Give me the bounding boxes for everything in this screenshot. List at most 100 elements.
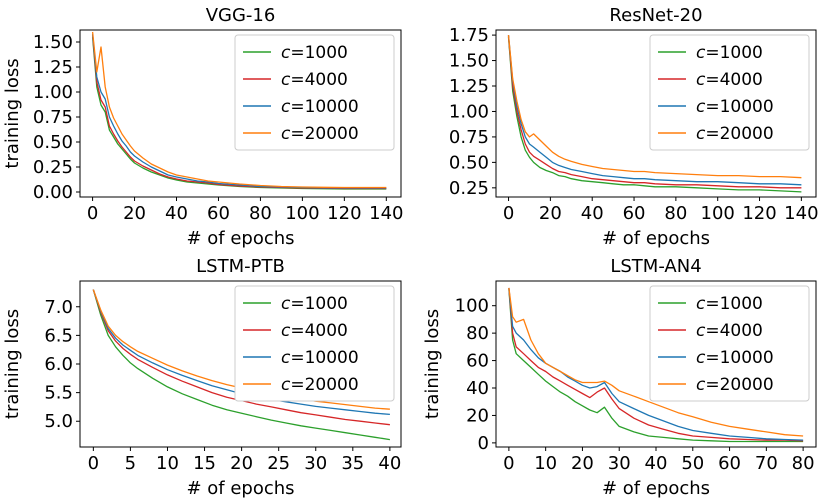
legend-value: =10000 xyxy=(290,97,358,117)
legend-entry: c=1000 xyxy=(696,43,763,63)
x-axis-label: # of epochs xyxy=(602,228,710,249)
series-line-c-20000 xyxy=(507,35,802,179)
y-tick-label: 1.50 xyxy=(449,51,489,72)
legend-box xyxy=(649,34,810,151)
x-tick-label: 15 xyxy=(193,453,216,474)
x-axis-label: # of epochs xyxy=(186,478,294,499)
y-tick-label: 7.0 xyxy=(44,297,73,318)
series-group xyxy=(508,287,804,443)
axes-frame xyxy=(495,29,817,198)
y-tick-label: 60 xyxy=(466,351,489,372)
legend-value: =1000 xyxy=(705,43,763,63)
y-tick-label: 1.25 xyxy=(33,57,73,78)
x-tick-label: 25 xyxy=(267,453,290,474)
y-axis-label: training loss xyxy=(422,309,443,419)
legend-variable: c xyxy=(281,97,291,117)
legend-variable: c xyxy=(696,348,706,368)
y-tick-label: 1.75 xyxy=(449,25,489,46)
legend-box xyxy=(649,285,810,402)
x-tick-label: 20 xyxy=(571,453,594,474)
y-tick-label: 5.5 xyxy=(44,383,73,404)
legend-entry: c=1000 xyxy=(281,294,348,314)
x-tick-label: 120 xyxy=(742,203,776,224)
y-tick-label: 0.75 xyxy=(449,127,489,148)
x-tick-label: 120 xyxy=(327,203,361,224)
series-line-c-1000 xyxy=(92,289,390,441)
legend-variable: c xyxy=(696,375,706,395)
axes-frame xyxy=(79,29,402,198)
series-line-c-4000 xyxy=(92,289,390,426)
x-tick-label: 10 xyxy=(534,453,557,474)
legend-value: =20000 xyxy=(290,375,358,395)
y-tick-label: 0.00 xyxy=(33,182,73,203)
x-tick-label: 40 xyxy=(165,203,188,224)
series-line-c-20000 xyxy=(508,287,804,437)
x-tick-label: 100 xyxy=(285,203,319,224)
legend-entry: c=10000 xyxy=(696,348,774,368)
legend-entry: c=10000 xyxy=(281,97,359,117)
legend-variable: c xyxy=(696,70,706,90)
chart-panel-2: LSTM-PTB 0 5 10 15 20 25 30 35 40 5.0 5.5 6.0 6.5 7.0 #… xyxy=(2,256,402,499)
chart-panel-1: ResNet-20 0 20 40 60 80 100 120 140 0.25 0.50 0.75 1… xyxy=(449,5,819,249)
legend-value: =10000 xyxy=(705,97,773,117)
x-tick-label: 35 xyxy=(341,453,364,474)
x-tick-label: 40 xyxy=(581,203,604,224)
legend-entry: c=20000 xyxy=(281,375,359,395)
y-tick-label: 80 xyxy=(466,323,489,344)
series-group xyxy=(507,35,802,193)
legend-entry: c=1000 xyxy=(696,294,763,314)
legend-box xyxy=(234,34,395,151)
y-tick-label: 0 xyxy=(478,433,489,454)
series-group xyxy=(91,31,387,190)
y-tick-label: 0.25 xyxy=(33,157,73,178)
legend-value: =10000 xyxy=(290,348,358,368)
series-line-c-1000 xyxy=(508,289,804,443)
x-tick-label: 40 xyxy=(378,453,401,474)
legend-entry: c=20000 xyxy=(281,124,359,144)
legend-entry: c=20000 xyxy=(696,375,774,395)
y-tick-label: 0.50 xyxy=(449,152,489,173)
legend-value: =1000 xyxy=(290,294,348,314)
legend-value: =4000 xyxy=(290,321,348,341)
y-tick-label: 20 xyxy=(466,405,489,426)
chart-title: LSTM-AN4 xyxy=(610,256,701,277)
legend-variable: c xyxy=(281,348,291,368)
x-tick-label: 50 xyxy=(681,453,704,474)
legend-entry: c=1000 xyxy=(281,43,348,63)
legend-entry: c=4000 xyxy=(696,70,763,90)
series-line-c-20000 xyxy=(92,289,390,410)
legend-entry: c=4000 xyxy=(696,321,763,341)
x-tick-label: 80 xyxy=(664,203,687,224)
y-axis-label: training loss xyxy=(2,309,23,419)
series-line-c-4000 xyxy=(508,287,804,442)
series-line-c-1000 xyxy=(507,37,802,193)
legend-entry: c=4000 xyxy=(281,70,348,90)
x-tick-label: 10 xyxy=(156,453,179,474)
y-tick-label: 6.0 xyxy=(44,354,73,375)
x-axis-label: # of epochs xyxy=(602,478,710,499)
series-line-c-10000 xyxy=(507,35,802,186)
x-axis-label: # of epochs xyxy=(186,228,294,249)
x-tick-label: 80 xyxy=(792,453,815,474)
legend-variable: c xyxy=(281,43,291,63)
x-tick-label: 40 xyxy=(645,453,668,474)
y-tick-label: 0.50 xyxy=(33,132,73,153)
x-tick-label: 0 xyxy=(87,203,98,224)
y-tick-label: 100 xyxy=(455,296,489,317)
y-tick-label: 1.50 xyxy=(33,32,73,53)
y-tick-label: 40 xyxy=(466,378,489,399)
x-tick-label: 20 xyxy=(123,203,146,224)
series-line-c-10000 xyxy=(92,289,390,416)
legend-variable: c xyxy=(281,294,291,314)
x-tick-label: 60 xyxy=(718,453,741,474)
x-tick-label: 30 xyxy=(304,453,327,474)
y-tick-label: 0.25 xyxy=(449,178,489,199)
chart-panel-3: LSTM-AN4 0 10 20 30 40 50 60 70 80 0 20 40 60 80 100 # o… xyxy=(422,256,817,499)
x-tick-label: 5 xyxy=(125,453,136,474)
legend-value: =10000 xyxy=(705,348,773,368)
y-axis-label: training loss xyxy=(2,58,23,168)
x-tick-label: 80 xyxy=(249,203,272,224)
